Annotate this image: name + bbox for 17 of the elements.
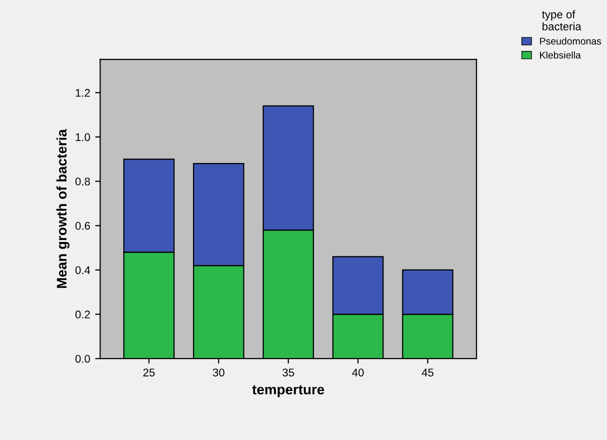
y-tick-label: 0.2 — [75, 310, 90, 318]
y-tick-label: 0.6 — [75, 222, 90, 230]
legend-label: Pseudomonas — [540, 37, 602, 45]
legend-title: type of bacteria — [542, 10, 582, 30]
y-tick-label: 0.4 — [75, 266, 90, 274]
y-tick-label: 1.0 — [76, 133, 90, 142]
x-tick-label: 45 — [422, 368, 434, 376]
x-axis-title: temperture — [252, 385, 324, 398]
x-tick-label: 25 — [143, 368, 155, 376]
y-tick-label: 0.8 — [75, 178, 90, 186]
y-tick-label: 1.2 — [76, 88, 90, 97]
x-tick-label: 40 — [352, 368, 364, 376]
y-axis-title: Mean growth of bacteria — [56, 129, 70, 288]
y-tick-label: 0.0 — [75, 354, 90, 363]
x-tick-label: 30 — [212, 368, 224, 376]
x-tick-label: 35 — [282, 368, 294, 376]
legend-label: Klebsiella — [540, 51, 581, 59]
